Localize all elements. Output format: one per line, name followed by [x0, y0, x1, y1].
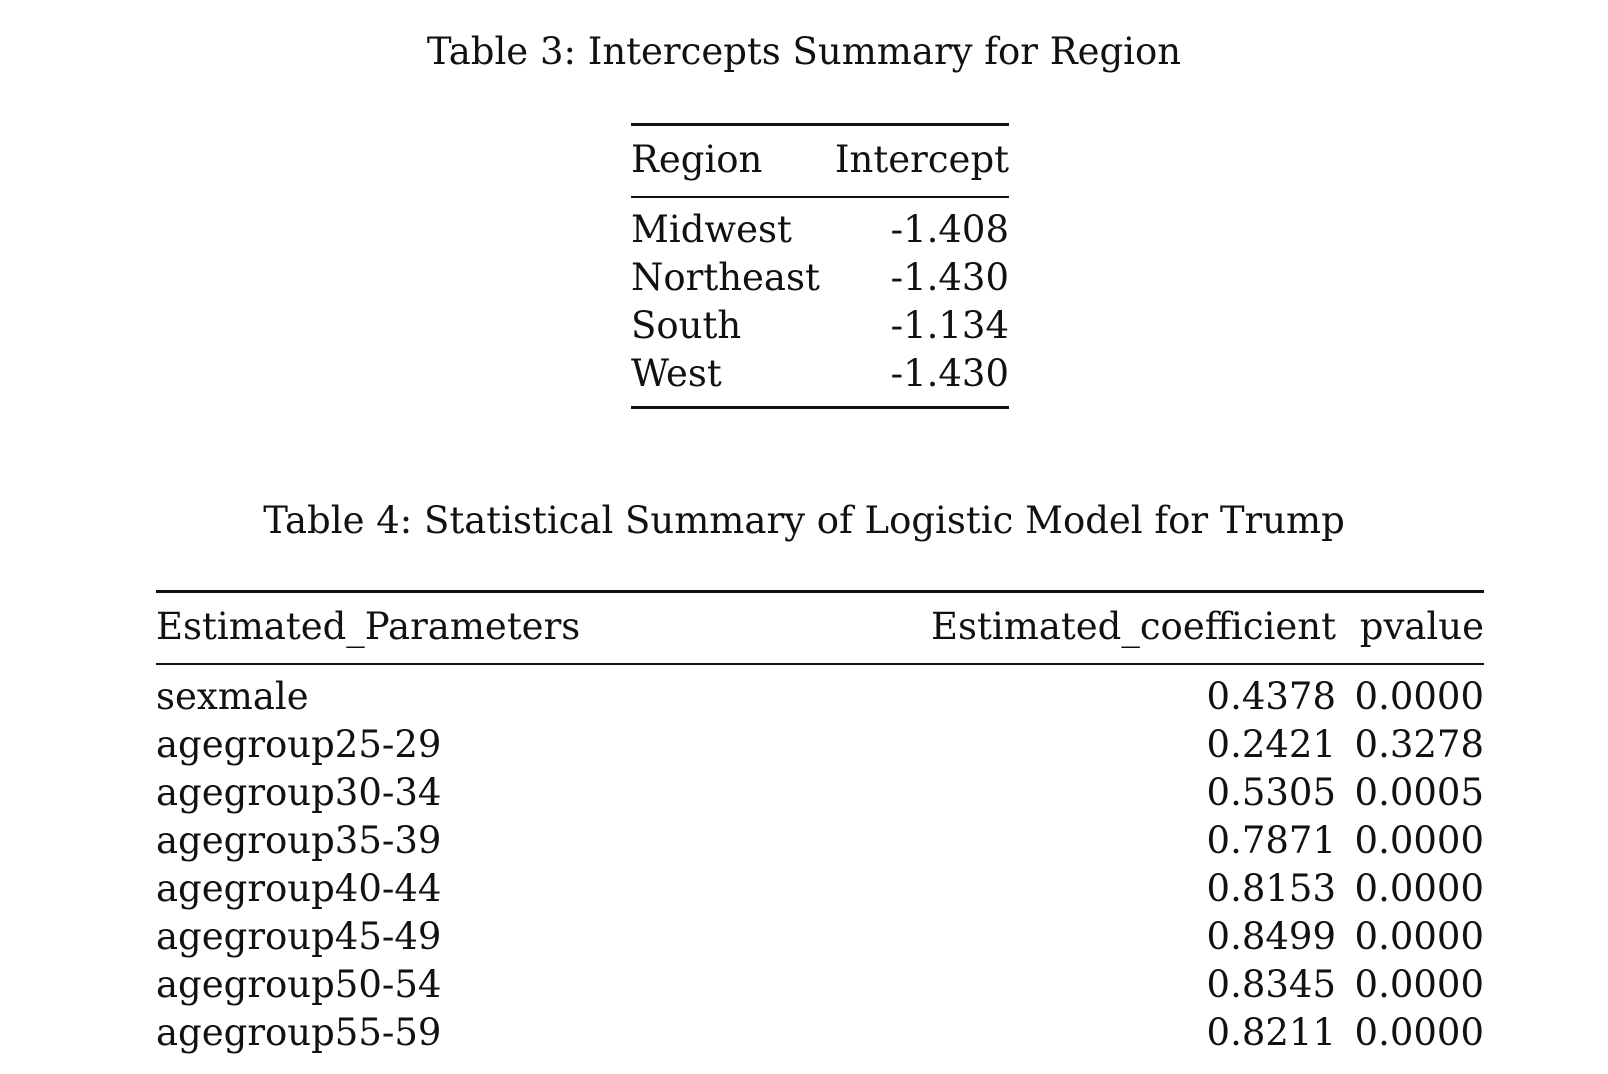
intercept-cell: -1.430 — [890, 352, 1009, 395]
pvalue-cell: 0.0005 — [1354, 771, 1484, 814]
coefficient-cell: 0.4378 — [1206, 675, 1336, 718]
table-row: agegroup40-44 0.8153 0.0000 — [156, 865, 1484, 913]
region-cell: Midwest — [631, 208, 792, 251]
table-row: sexmale 0.4378 0.0000 — [156, 664, 1484, 721]
coefficient-cell: 0.2421 — [1206, 723, 1336, 766]
coefficient-cell: 0.8211 — [1206, 1011, 1336, 1054]
coefficient-cell: 0.8345 — [1206, 963, 1336, 1006]
pvalue-cell: 0.0000 — [1354, 963, 1484, 1006]
table-header-row: Estimated_Parameters Estimated_coefficie… — [156, 591, 1484, 664]
region-cell: South — [631, 304, 742, 347]
table-row: Midwest -1.408 — [631, 197, 1009, 254]
pvalue-cell: 0.0000 — [1354, 675, 1484, 718]
table-header-row: Region Intercept — [631, 124, 1009, 197]
coefficient-cell: 0.8153 — [1206, 867, 1336, 910]
parameter-cell: agegroup25-29 — [156, 723, 442, 766]
column-header-pvalue: pvalue — [1359, 605, 1484, 648]
logistic-model-summary-table: Estimated_Parameters Estimated_coefficie… — [156, 590, 1484, 1065]
column-header-coefficient: Estimated_coefficient — [931, 605, 1336, 648]
table-row: agegroup30-34 0.5305 0.0005 — [156, 769, 1484, 817]
pvalue-cell: 0.0000 — [1354, 1011, 1484, 1054]
coefficient-cell: 0.8499 — [1206, 915, 1336, 958]
intercept-cell: -1.408 — [890, 208, 1009, 251]
parameter-cell: agegroup55-59 — [156, 1011, 442, 1054]
table-row: agegroup50-54 0.8345 0.0000 — [156, 961, 1484, 1009]
intercept-cell: -1.430 — [890, 256, 1009, 299]
parameter-cell: sexmale — [156, 675, 309, 718]
column-header-intercept: Intercept — [834, 138, 1009, 181]
parameter-cell: agegroup45-49 — [156, 915, 442, 958]
table-row: South -1.134 — [631, 302, 1009, 350]
pvalue-cell: 0.0000 — [1354, 867, 1484, 910]
table-row: agegroup55-59 0.8211 0.0000 — [156, 1009, 1484, 1065]
table-row: Northeast -1.430 — [631, 254, 1009, 302]
region-cell: West — [631, 352, 722, 395]
parameter-cell: agegroup30-34 — [156, 771, 442, 814]
table3-caption: Table 3: Intercepts Summary for Region — [426, 30, 1182, 73]
column-header-region: Region — [631, 138, 763, 181]
parameter-cell: agegroup40-44 — [156, 867, 442, 910]
table4-caption: Table 4: Statistical Summary of Logistic… — [263, 499, 1345, 542]
pvalue-cell: 0.3278 — [1354, 723, 1484, 766]
column-header-parameters: Estimated_Parameters — [156, 605, 581, 648]
table-row: agegroup35-39 0.7871 0.0000 — [156, 817, 1484, 865]
pvalue-cell: 0.0000 — [1354, 915, 1484, 958]
table-row: agegroup45-49 0.8499 0.0000 — [156, 913, 1484, 961]
parameter-cell: agegroup35-39 — [156, 819, 442, 862]
coefficient-cell: 0.7871 — [1206, 819, 1336, 862]
region-intercepts-table: Region Intercept Midwest -1.408 Northeas… — [631, 123, 1009, 409]
pvalue-cell: 0.0000 — [1354, 819, 1484, 862]
table-row: agegroup25-29 0.2421 0.3278 — [156, 721, 1484, 769]
table-row: West -1.430 — [631, 350, 1009, 408]
parameter-cell: agegroup50-54 — [156, 963, 442, 1006]
coefficient-cell: 0.5305 — [1206, 771, 1336, 814]
intercept-cell: -1.134 — [890, 304, 1009, 347]
region-cell: Northeast — [631, 256, 820, 299]
